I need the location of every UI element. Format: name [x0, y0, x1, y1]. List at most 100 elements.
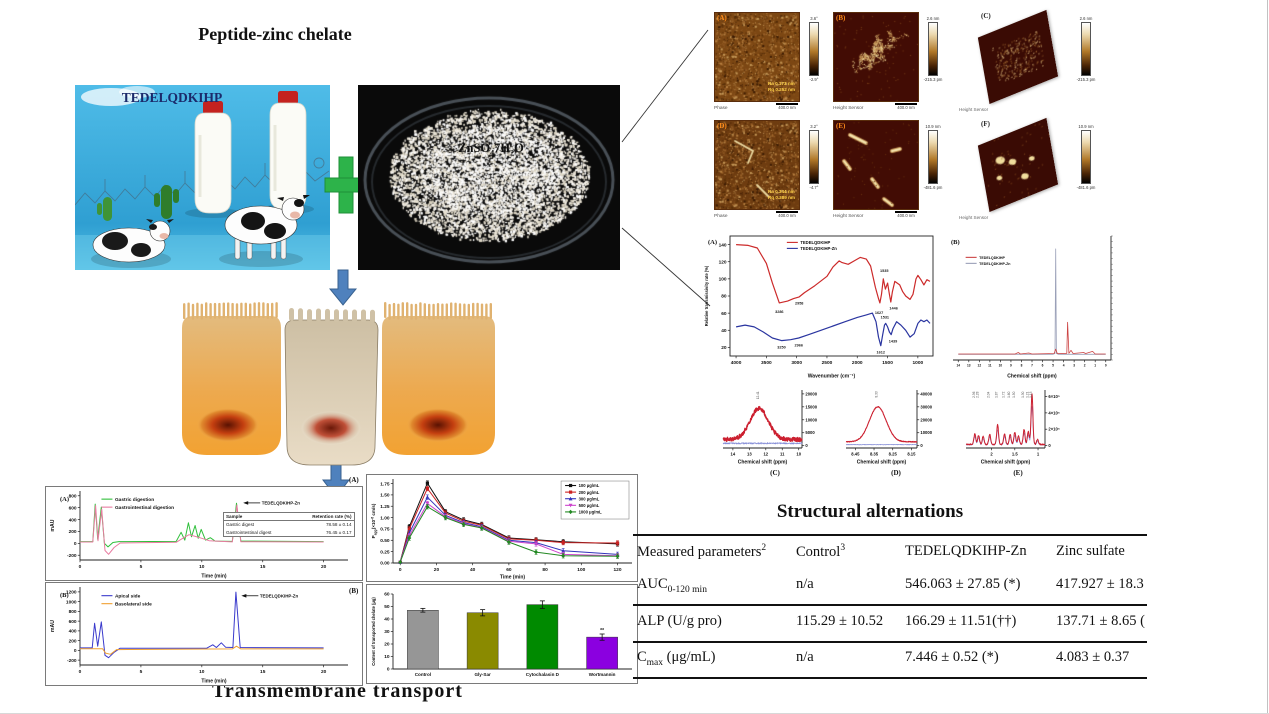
svg-text:0: 0 — [387, 667, 390, 673]
svg-text:1627: 1627 — [875, 311, 883, 315]
svg-text:200: 200 — [69, 529, 77, 535]
svg-text:9: 9 — [1010, 364, 1012, 368]
panel-label: (D) — [891, 469, 901, 477]
svg-text:0: 0 — [1105, 364, 1107, 368]
svg-text:0.75: 0.75 — [380, 527, 390, 533]
svg-text:1.72: 1.72 — [1002, 391, 1006, 397]
afm-caption: Height Sensor — [959, 215, 989, 220]
svg-text:400: 400 — [69, 517, 77, 523]
svg-text:Time (min): Time (min) — [500, 575, 526, 581]
svg-text:1.21: 1.21 — [1025, 391, 1029, 397]
milk-bottle-icon — [185, 101, 241, 218]
svg-text:0.25: 0.25 — [380, 549, 390, 555]
svg-text:TEDELQDKIHP-Zn: TEDELQDKIHP-Zn — [260, 593, 299, 598]
plus-icon — [324, 156, 368, 214]
panel-label: (B) — [349, 587, 359, 595]
svg-text:500 μg/mL: 500 μg/mL — [579, 503, 600, 508]
svg-text:0: 0 — [79, 564, 82, 570]
panel-label: (A) — [717, 14, 727, 22]
table-row: Cmax (μg/mL) n/a 7.446 ± 0.52 (*) 4.083 … — [637, 649, 1130, 668]
svg-text:15000: 15000 — [805, 404, 817, 409]
intestinal-epithelium-illustration — [175, 298, 505, 478]
svg-text:1000 μg/mL: 1000 μg/mL — [579, 510, 602, 515]
svg-text:1500: 1500 — [882, 360, 893, 366]
nmr-full-spectrum-chart: 14 13 12 11 10 9 8 7 6 5 4 3 2 1 0 TEDELQDKIHP TEDELQDKI… — [945, 230, 1135, 380]
scale-bar: 400.0 nm — [776, 103, 798, 111]
svg-text:Cytochalasin D: Cytochalasin D — [526, 672, 560, 677]
svg-text:Relative transmissivity rate (: Relative transmissivity rate (%) — [704, 265, 709, 326]
svg-text:Chemical shift (ppm): Chemical shift (ppm) — [1007, 374, 1057, 380]
svg-text:15: 15 — [260, 669, 266, 675]
svg-text:(B): (B) — [951, 239, 960, 246]
window-edge — [1267, 0, 1268, 714]
afm-3d-panel-c: (C) Height Sensor — [955, 9, 1085, 112]
cactus-icon — [97, 185, 179, 221]
cell-nucleus — [407, 408, 469, 442]
table-header-row: Measured parameters2 Control3 TEDELQDKIH… — [637, 543, 1125, 560]
svg-text:TEDELQDKIHP-Zn: TEDELQDKIHP-Zn — [800, 246, 837, 251]
svg-text:2: 2 — [990, 452, 993, 457]
svg-text:11: 11 — [780, 452, 785, 457]
svg-text:200 μg/mL: 200 μg/mL — [579, 490, 600, 495]
svg-text:Gastric digestion: Gastric digestion — [115, 497, 154, 503]
svg-text:1531: 1531 — [881, 315, 889, 319]
panel-label: (B) — [836, 14, 846, 22]
table-row: ALP (U/g pro) 115.29 ± 10.52 166.29 ± 11… — [637, 613, 1145, 629]
table-row: AUC0-120 min n/a 546.063 ± 27.85 (*) 417… — [637, 576, 1144, 595]
svg-text:10: 10 — [999, 364, 1003, 368]
svg-text:400: 400 — [69, 629, 77, 635]
afm-height-panel-e: (E) Height Sensor 400.0 nm — [833, 120, 919, 219]
svg-text:1.30: 1.30 — [1021, 391, 1025, 397]
afm-caption: Height Sensor — [959, 107, 989, 112]
nmr-region-chart-d: 8.45 8.35 8.25 8.15 0 10000 20000 30000 40000 8.3… — [843, 382, 949, 466]
color-scale: 10.9 nm -481.6 pm — [923, 124, 943, 191]
roughness-values: Ra 0.173 nm Rq 0.252 nm — [767, 81, 795, 93]
svg-text:2: 2 — [1084, 364, 1086, 368]
svg-text:80: 80 — [721, 294, 727, 300]
svg-text:2×10⁵: 2×10⁵ — [1048, 427, 1059, 432]
cell-nucleus — [301, 411, 361, 445]
svg-text:50: 50 — [384, 604, 390, 610]
cow-figurine-standing — [219, 195, 310, 267]
svg-text:3500: 3500 — [761, 360, 772, 366]
svg-text:Time (min): Time (min) — [201, 574, 227, 580]
afm-phase-panel-d: (D) Ra 0.344 nm Rq 0.389 nm Phase 400.0 n… — [714, 120, 800, 219]
svg-text:Chemical shift (ppm): Chemical shift (ppm) — [738, 460, 788, 466]
svg-text:30000: 30000 — [920, 404, 932, 409]
svg-text:Wortmannin: Wortmannin — [589, 672, 616, 677]
svg-text:0: 0 — [74, 648, 77, 654]
zinc-sulfate-photo: ZnSO47H2O — [358, 85, 620, 270]
zinc-sulfate-label: ZnSO47H2O — [458, 141, 524, 158]
svg-text:12: 12 — [763, 452, 768, 457]
svg-text:2.28: 2.28 — [976, 391, 980, 397]
nmr-region-chart-e: 2 1.5 1 0 2×10⁵ 4×10⁵ 6×10⁵ 2.36 2.28 2.04 1.87 1.7… — [963, 382, 1075, 466]
svg-text:30: 30 — [384, 629, 390, 635]
svg-text:15: 15 — [260, 564, 266, 570]
svg-text:1.87: 1.87 — [995, 391, 999, 397]
svg-text:12: 12 — [978, 364, 982, 368]
peptide-milk-photo: TEDELQDKIHP — [74, 85, 330, 270]
afm-3d-panel-f: (F) Height Sensor — [955, 117, 1085, 220]
ftir-spectrum-chart: 4000 3500 3000 2500 2000 1500 1000 20 40 60 80 100 1… — [700, 230, 940, 380]
svg-text:10: 10 — [199, 564, 205, 570]
section-title-structural-alternations: Structural alternations — [776, 501, 964, 522]
svg-text:8.33: 8.33 — [875, 391, 879, 397]
color-scale: 2.6 nm -215.3 pm — [923, 16, 943, 83]
svg-text:1.00: 1.00 — [380, 515, 390, 521]
svg-text:1.25: 1.25 — [380, 504, 390, 510]
svg-text:TEDELQDKIHP: TEDELQDKIHP — [800, 240, 830, 245]
svg-text:1.60: 1.60 — [1007, 391, 1011, 397]
color-scale: 10.9 nm -481.6 pm — [1076, 124, 1096, 191]
svg-text:Time (min): Time (min) — [201, 679, 227, 685]
svg-text:TEDELQDKIHP-Zn: TEDELQDKIHP-Zn — [262, 501, 301, 506]
svg-text:800: 800 — [69, 493, 77, 499]
svg-text:20: 20 — [321, 669, 327, 675]
svg-text:(A): (A) — [60, 496, 69, 503]
afm-image — [833, 120, 919, 210]
svg-text:1.13: 1.13 — [1029, 391, 1033, 397]
svg-text:8: 8 — [1021, 364, 1023, 368]
cell-nucleus — [197, 408, 259, 442]
papp-time-chart: 0 20 40 60 80 100 120 0.00 0.25 0.50 0.75 1.00 1.25 1… — [366, 474, 638, 582]
svg-text:1.5: 1.5 — [1012, 452, 1018, 457]
